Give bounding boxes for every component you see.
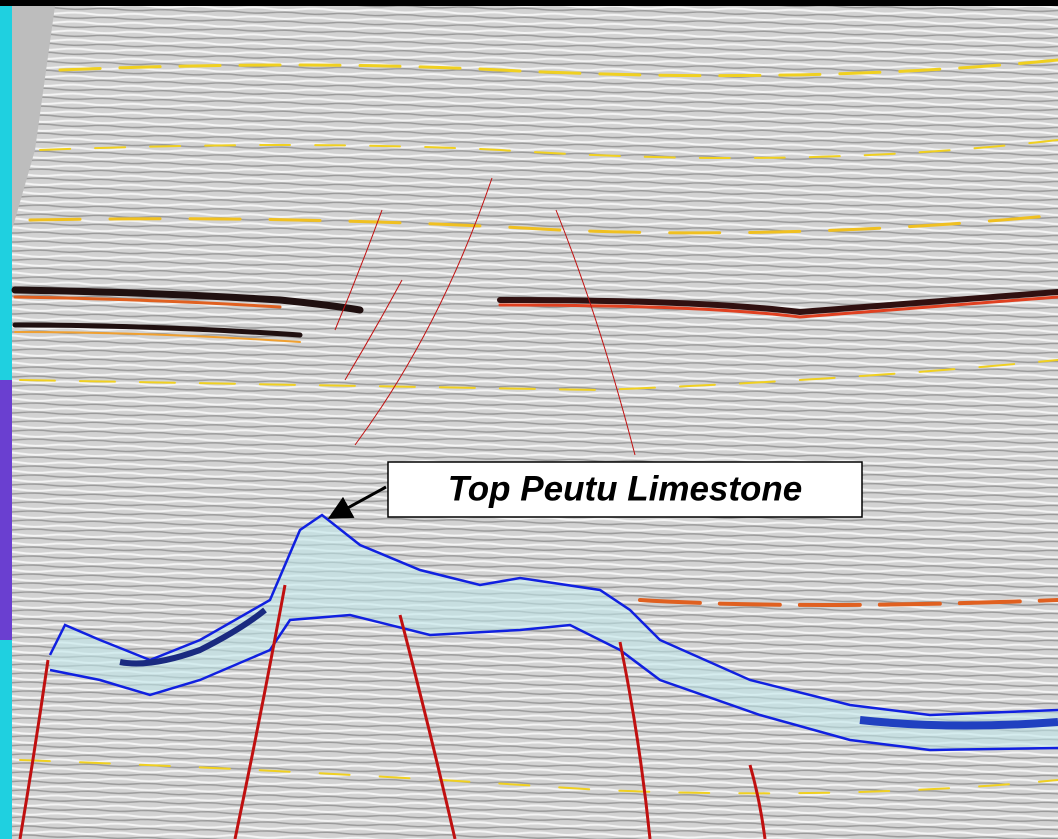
left-color-strip-band (0, 380, 12, 640)
page: Top Peutu Limestone (() => { const data … (0, 0, 1058, 839)
seismic-section: Top Peutu Limestone (0, 0, 1058, 839)
annotation-label: Top Peutu Limestone (448, 469, 803, 508)
